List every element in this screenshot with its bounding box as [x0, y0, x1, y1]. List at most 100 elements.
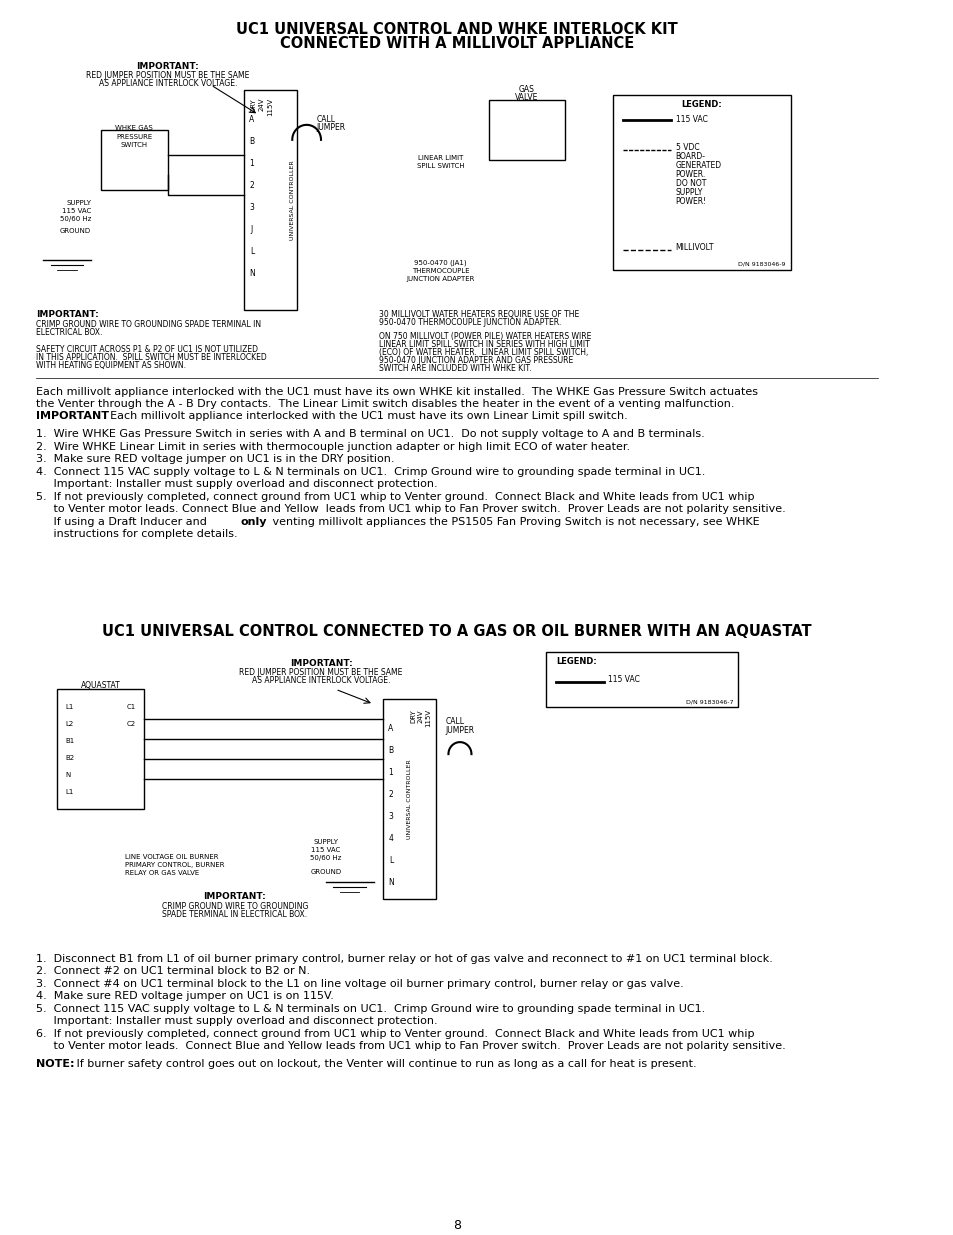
Text: THERMOCOUPLE: THERMOCOUPLE	[412, 268, 469, 274]
Text: ON 750 MILLIVOLT (POWER PILE) WATER HEATERS WIRE: ON 750 MILLIVOLT (POWER PILE) WATER HEAT…	[378, 332, 590, 341]
Text: JUNCTION ADAPTER: JUNCTION ADAPTER	[406, 275, 475, 282]
Text: DO NOT: DO NOT	[675, 179, 705, 188]
Text: LINEAR LIMIT: LINEAR LIMIT	[417, 154, 463, 161]
Text: B: B	[388, 746, 393, 755]
Text: 2.  Wire WHKE Linear Limit in series with thermocouple junction adapter or high : 2. Wire WHKE Linear Limit in series with…	[36, 442, 630, 452]
Text: 950-0470 JUNCTION ADAPTER AND GAS PRESSURE: 950-0470 JUNCTION ADAPTER AND GAS PRESSU…	[378, 356, 572, 364]
Bar	[29, 54, 871, 394]
Text: If burner safety control goes out on lockout, the Venter will continue to run as: If burner safety control goes out on loc…	[72, 1058, 696, 1068]
Text: CRIMP GROUND WIRE TO GROUNDING: CRIMP GROUND WIRE TO GROUNDING	[161, 902, 308, 911]
Text: J: J	[251, 225, 253, 233]
Text: N: N	[65, 772, 71, 778]
Text: IMPORTANT:: IMPORTANT:	[203, 892, 266, 902]
Text: WHKE GAS: WHKE GAS	[115, 125, 152, 131]
Text: POWER.: POWER.	[675, 169, 705, 179]
Text: 30 MILLIVOLT WATER HEATERS REQUIRE USE OF THE: 30 MILLIVOLT WATER HEATERS REQUIRE USE O…	[378, 310, 578, 319]
Text: 3: 3	[388, 813, 393, 821]
Text: Each millivolt appliance interlocked with the UC1 must have its own WHKE kit ins: Each millivolt appliance interlocked wit…	[36, 387, 758, 396]
Text: 115 VAC: 115 VAC	[311, 847, 340, 853]
Text: JUMPER: JUMPER	[315, 122, 345, 132]
Text: 24V: 24V	[417, 709, 423, 722]
Text: 8: 8	[453, 1219, 460, 1231]
Text: L: L	[250, 247, 253, 256]
Text: SAFETY CIRCUIT ACROSS P1 & P2 OF UC1 IS NOT UTILIZED: SAFETY CIRCUIT ACROSS P1 & P2 OF UC1 IS …	[36, 345, 258, 353]
Text: SWITCH: SWITCH	[120, 142, 148, 148]
Text: B: B	[249, 137, 254, 146]
Text: 115V: 115V	[268, 98, 274, 116]
Text: SUPPLY: SUPPLY	[675, 188, 702, 196]
Text: 1.  Disconnect B1 from L1 of oil burner primary control, burner relay or hot of : 1. Disconnect B1 from L1 of oil burner p…	[36, 953, 773, 963]
Text: BOARD-: BOARD-	[675, 152, 705, 161]
Text: : Each millivolt appliance interlocked with the UC1 must have its own Linear Lim: : Each millivolt appliance interlocked w…	[103, 410, 628, 420]
Text: A: A	[249, 115, 254, 124]
Text: 2.  Connect #2 on UC1 terminal block to B2 or N.: 2. Connect #2 on UC1 terminal block to B…	[36, 966, 311, 977]
Text: 50/60 Hz: 50/60 Hz	[310, 855, 341, 861]
Text: AS APPLIANCE INTERLOCK VOLTAGE.: AS APPLIANCE INTERLOCK VOLTAGE.	[98, 79, 236, 88]
Text: the Venter through the A - B Dry contacts.  The Linear Limit switch disables the: the Venter through the A - B Dry contact…	[36, 399, 734, 409]
Text: SPILL SWITCH: SPILL SWITCH	[416, 163, 464, 169]
Text: 3: 3	[250, 203, 254, 211]
Text: Important: Installer must supply overload and disconnect protection.: Important: Installer must supply overloa…	[36, 479, 437, 489]
Text: VALVE: VALVE	[515, 93, 538, 103]
Text: LINEAR LIMIT SPILL SWITCH IN SERIES WITH HIGH LIMIT: LINEAR LIMIT SPILL SWITCH IN SERIES WITH…	[378, 340, 589, 348]
Text: B1: B1	[65, 739, 74, 745]
Bar	[244, 90, 296, 310]
Text: 115 VAC: 115 VAC	[675, 115, 707, 124]
Text: 50/60 Hz: 50/60 Hz	[60, 216, 91, 222]
Text: D/N 9183046-9: D/N 9183046-9	[738, 262, 785, 267]
Text: N: N	[388, 878, 394, 887]
Text: RED JUMPER POSITION MUST BE THE SAME: RED JUMPER POSITION MUST BE THE SAME	[86, 70, 249, 80]
Text: AS APPLIANCE INTERLOCK VOLTAGE.: AS APPLIANCE INTERLOCK VOLTAGE.	[252, 677, 390, 685]
Text: 2: 2	[388, 790, 393, 799]
Text: POWER!: POWER!	[675, 196, 706, 206]
Text: IMPORTANT:: IMPORTANT:	[136, 62, 199, 70]
Text: 24V: 24V	[258, 98, 264, 111]
Text: 5 VDC: 5 VDC	[675, 143, 699, 152]
Text: UC1 UNIVERSAL CONTROL AND WHKE INTERLOCK KIT: UC1 UNIVERSAL CONTROL AND WHKE INTERLOCK…	[236, 22, 678, 37]
Text: GROUND: GROUND	[310, 869, 341, 874]
Text: GROUND: GROUND	[60, 227, 91, 233]
Text: 1: 1	[388, 768, 393, 777]
Text: DRY: DRY	[251, 98, 256, 111]
Text: SPADE TERMINAL IN ELECTRICAL BOX.: SPADE TERMINAL IN ELECTRICAL BOX.	[162, 910, 307, 919]
Text: UNIVERSAL CONTROLLER: UNIVERSAL CONTROLLER	[290, 161, 294, 240]
Text: LEGEND:: LEGEND:	[556, 657, 596, 666]
Text: RED JUMPER POSITION MUST BE THE SAME: RED JUMPER POSITION MUST BE THE SAME	[239, 668, 402, 677]
Text: MILLIVOLT: MILLIVOLT	[675, 243, 713, 252]
Text: 115 VAC: 115 VAC	[62, 207, 91, 214]
Text: 4.  Connect 115 VAC supply voltage to L & N terminals on UC1.  Crimp Ground wire: 4. Connect 115 VAC supply voltage to L &…	[36, 467, 705, 477]
Text: to Venter motor leads.  Connect Blue and Yellow leads from UC1 whip to Fan Prove: to Venter motor leads. Connect Blue and …	[36, 1041, 785, 1051]
Text: UNIVERSAL CONTROLLER: UNIVERSAL CONTROLLER	[407, 760, 412, 839]
Text: CALL: CALL	[445, 718, 464, 726]
Text: PRESSURE: PRESSURE	[116, 133, 152, 140]
Text: IMPORTANT: IMPORTANT	[36, 410, 110, 420]
Text: If using a Draft Inducer and: If using a Draft Inducer and	[36, 517, 211, 527]
Text: 115V: 115V	[425, 709, 431, 727]
Text: only: only	[240, 517, 267, 527]
Bar	[100, 130, 168, 190]
Text: SUPPLY: SUPPLY	[66, 200, 91, 206]
Text: IMPORTANT:: IMPORTANT:	[290, 659, 352, 668]
Text: 5.  Connect 115 VAC supply voltage to L & N terminals on UC1.  Crimp Ground wire: 5. Connect 115 VAC supply voltage to L &…	[36, 1004, 705, 1014]
Text: LINE VOLTAGE OIL BURNER: LINE VOLTAGE OIL BURNER	[125, 853, 218, 860]
Text: L1: L1	[65, 789, 73, 795]
Text: RELAY OR GAS VALVE: RELAY OR GAS VALVE	[125, 869, 198, 876]
Text: 4.  Make sure RED voltage jumper on UC1 is on 115V.: 4. Make sure RED voltage jumper on UC1 i…	[36, 992, 334, 1002]
Text: SWITCH ARE INCLUDED WITH WHKE KIT.: SWITCH ARE INCLUDED WITH WHKE KIT.	[378, 363, 531, 373]
Text: LEGEND:: LEGEND:	[680, 100, 721, 109]
Text: GAS: GAS	[518, 85, 535, 94]
Text: ELECTRICAL BOX.: ELECTRICAL BOX.	[36, 327, 103, 337]
Text: 6.  If not previously completed, connect ground from UC1 whip to Venter ground. : 6. If not previously completed, connect …	[36, 1029, 754, 1039]
Text: Important: Installer must supply overload and disconnect protection.: Important: Installer must supply overloa…	[36, 1016, 437, 1026]
Text: (ECO) OF WATER HEATER.  LINEAR LIMIT SPILL SWITCH,: (ECO) OF WATER HEATER. LINEAR LIMIT SPIL…	[378, 347, 587, 357]
Text: N: N	[249, 269, 254, 278]
Text: DRY: DRY	[410, 709, 416, 722]
Text: IMPORTANT:: IMPORTANT:	[36, 310, 99, 319]
Text: L: L	[389, 856, 393, 864]
Text: UC1 UNIVERSAL CONTROL CONNECTED TO A GAS OR OIL BURNER WITH AN AQUASTAT: UC1 UNIVERSAL CONTROL CONNECTED TO A GAS…	[102, 624, 811, 640]
Text: 4: 4	[388, 834, 393, 844]
Text: 950-0470 (JA1): 950-0470 (JA1)	[414, 259, 467, 267]
Text: GENERATED: GENERATED	[675, 161, 720, 169]
Text: 5.  If not previously completed, connect ground from UC1 whip to Venter ground. : 5. If not previously completed, connect …	[36, 492, 754, 501]
Bar	[546, 652, 737, 708]
